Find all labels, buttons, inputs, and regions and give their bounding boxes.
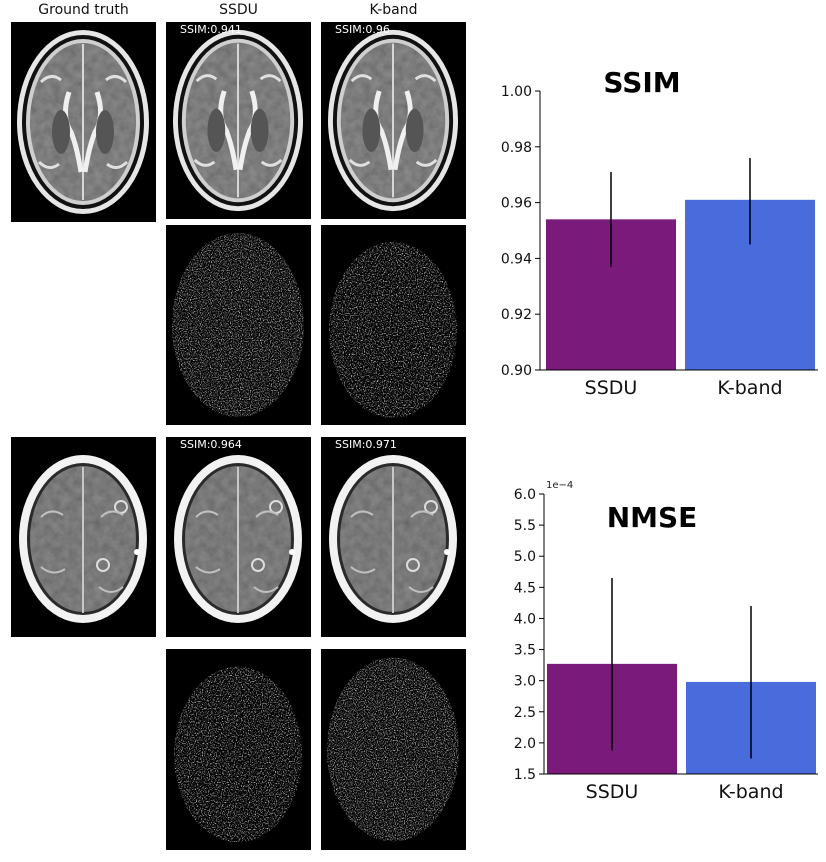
- y-tick-label: 4.0: [514, 611, 536, 627]
- ssdu-recon-image-1: SSIM:0.941: [166, 22, 311, 219]
- y-tick-label: 1.00: [501, 84, 532, 100]
- kband-recon-image-2: SSIM:0.971: [321, 437, 466, 637]
- y-tick-label: 2.0: [514, 736, 536, 752]
- ssim-label: SSIM:0.96: [335, 23, 390, 36]
- y-tick-label: 4.5: [514, 580, 536, 596]
- chart-title: SSIM: [603, 66, 680, 99]
- ssim-label: SSIM:0.964: [180, 438, 242, 451]
- nmse-chart: NMSE 1e−4 SSDU K-band 1.5 2.0 2.5 3.0 3.5 4.0 4.5 5…: [480, 470, 826, 810]
- y-tick-label: 0.96: [501, 196, 532, 212]
- kband-error-map-2: [321, 649, 466, 850]
- x-tick-label: SSDU: [586, 781, 639, 803]
- y-tick-label: 0.90: [501, 363, 532, 379]
- y-scale-label: 1e−4: [546, 480, 573, 491]
- ground-truth-image-1: [11, 22, 156, 222]
- y-tick-label: 0.94: [501, 251, 532, 267]
- y-tick-label: 0.98: [501, 140, 532, 156]
- y-tick-label: 5.0: [514, 549, 536, 565]
- y-tick-label: 0.92: [501, 307, 532, 323]
- ssdu-recon-image-2: SSIM:0.964: [166, 437, 311, 637]
- y-tick-label: 3.0: [514, 674, 536, 690]
- kband-error-map-1: [321, 225, 466, 425]
- y-tick-label: 5.5: [514, 518, 536, 534]
- chart-title: NMSE: [607, 501, 698, 534]
- y-tick-label: 6.0: [514, 487, 536, 503]
- ssim-chart: SSIM SSDU K-band 0.90 0.92 0.94 0.96 0.98 1.00: [480, 40, 826, 420]
- ground-truth-image-2: [11, 437, 156, 637]
- ssim-chart-svg: SSIM SSDU K-band 0.90 0.92 0.94 0.96 0.98 1.00: [501, 66, 818, 399]
- ssdu-error-map-1: [166, 225, 311, 425]
- y-tick-label: 2.5: [514, 705, 536, 721]
- y-tick-label: 1.5: [514, 767, 536, 783]
- header-ssdu: SSDU: [219, 2, 258, 18]
- x-tick-label: K-band: [717, 377, 782, 399]
- x-tick-label: SSDU: [585, 377, 638, 399]
- x-tick-label: K-band: [718, 781, 783, 803]
- header-kband: K-band: [369, 2, 418, 18]
- kband-recon-image-1: SSIM:0.96: [321, 22, 466, 219]
- nmse-chart-svg: NMSE 1e−4 SSDU K-band 1.5 2.0 2.5 3.0 3.5 4.0 4.5 5…: [514, 480, 818, 803]
- y-tick-label: 3.5: [514, 643, 536, 659]
- ssim-label: SSIM:0.971: [335, 438, 397, 451]
- header-ground-truth: Ground truth: [38, 2, 129, 18]
- ssim-label: SSIM:0.941: [180, 23, 242, 36]
- ssdu-error-map-2: [166, 649, 311, 850]
